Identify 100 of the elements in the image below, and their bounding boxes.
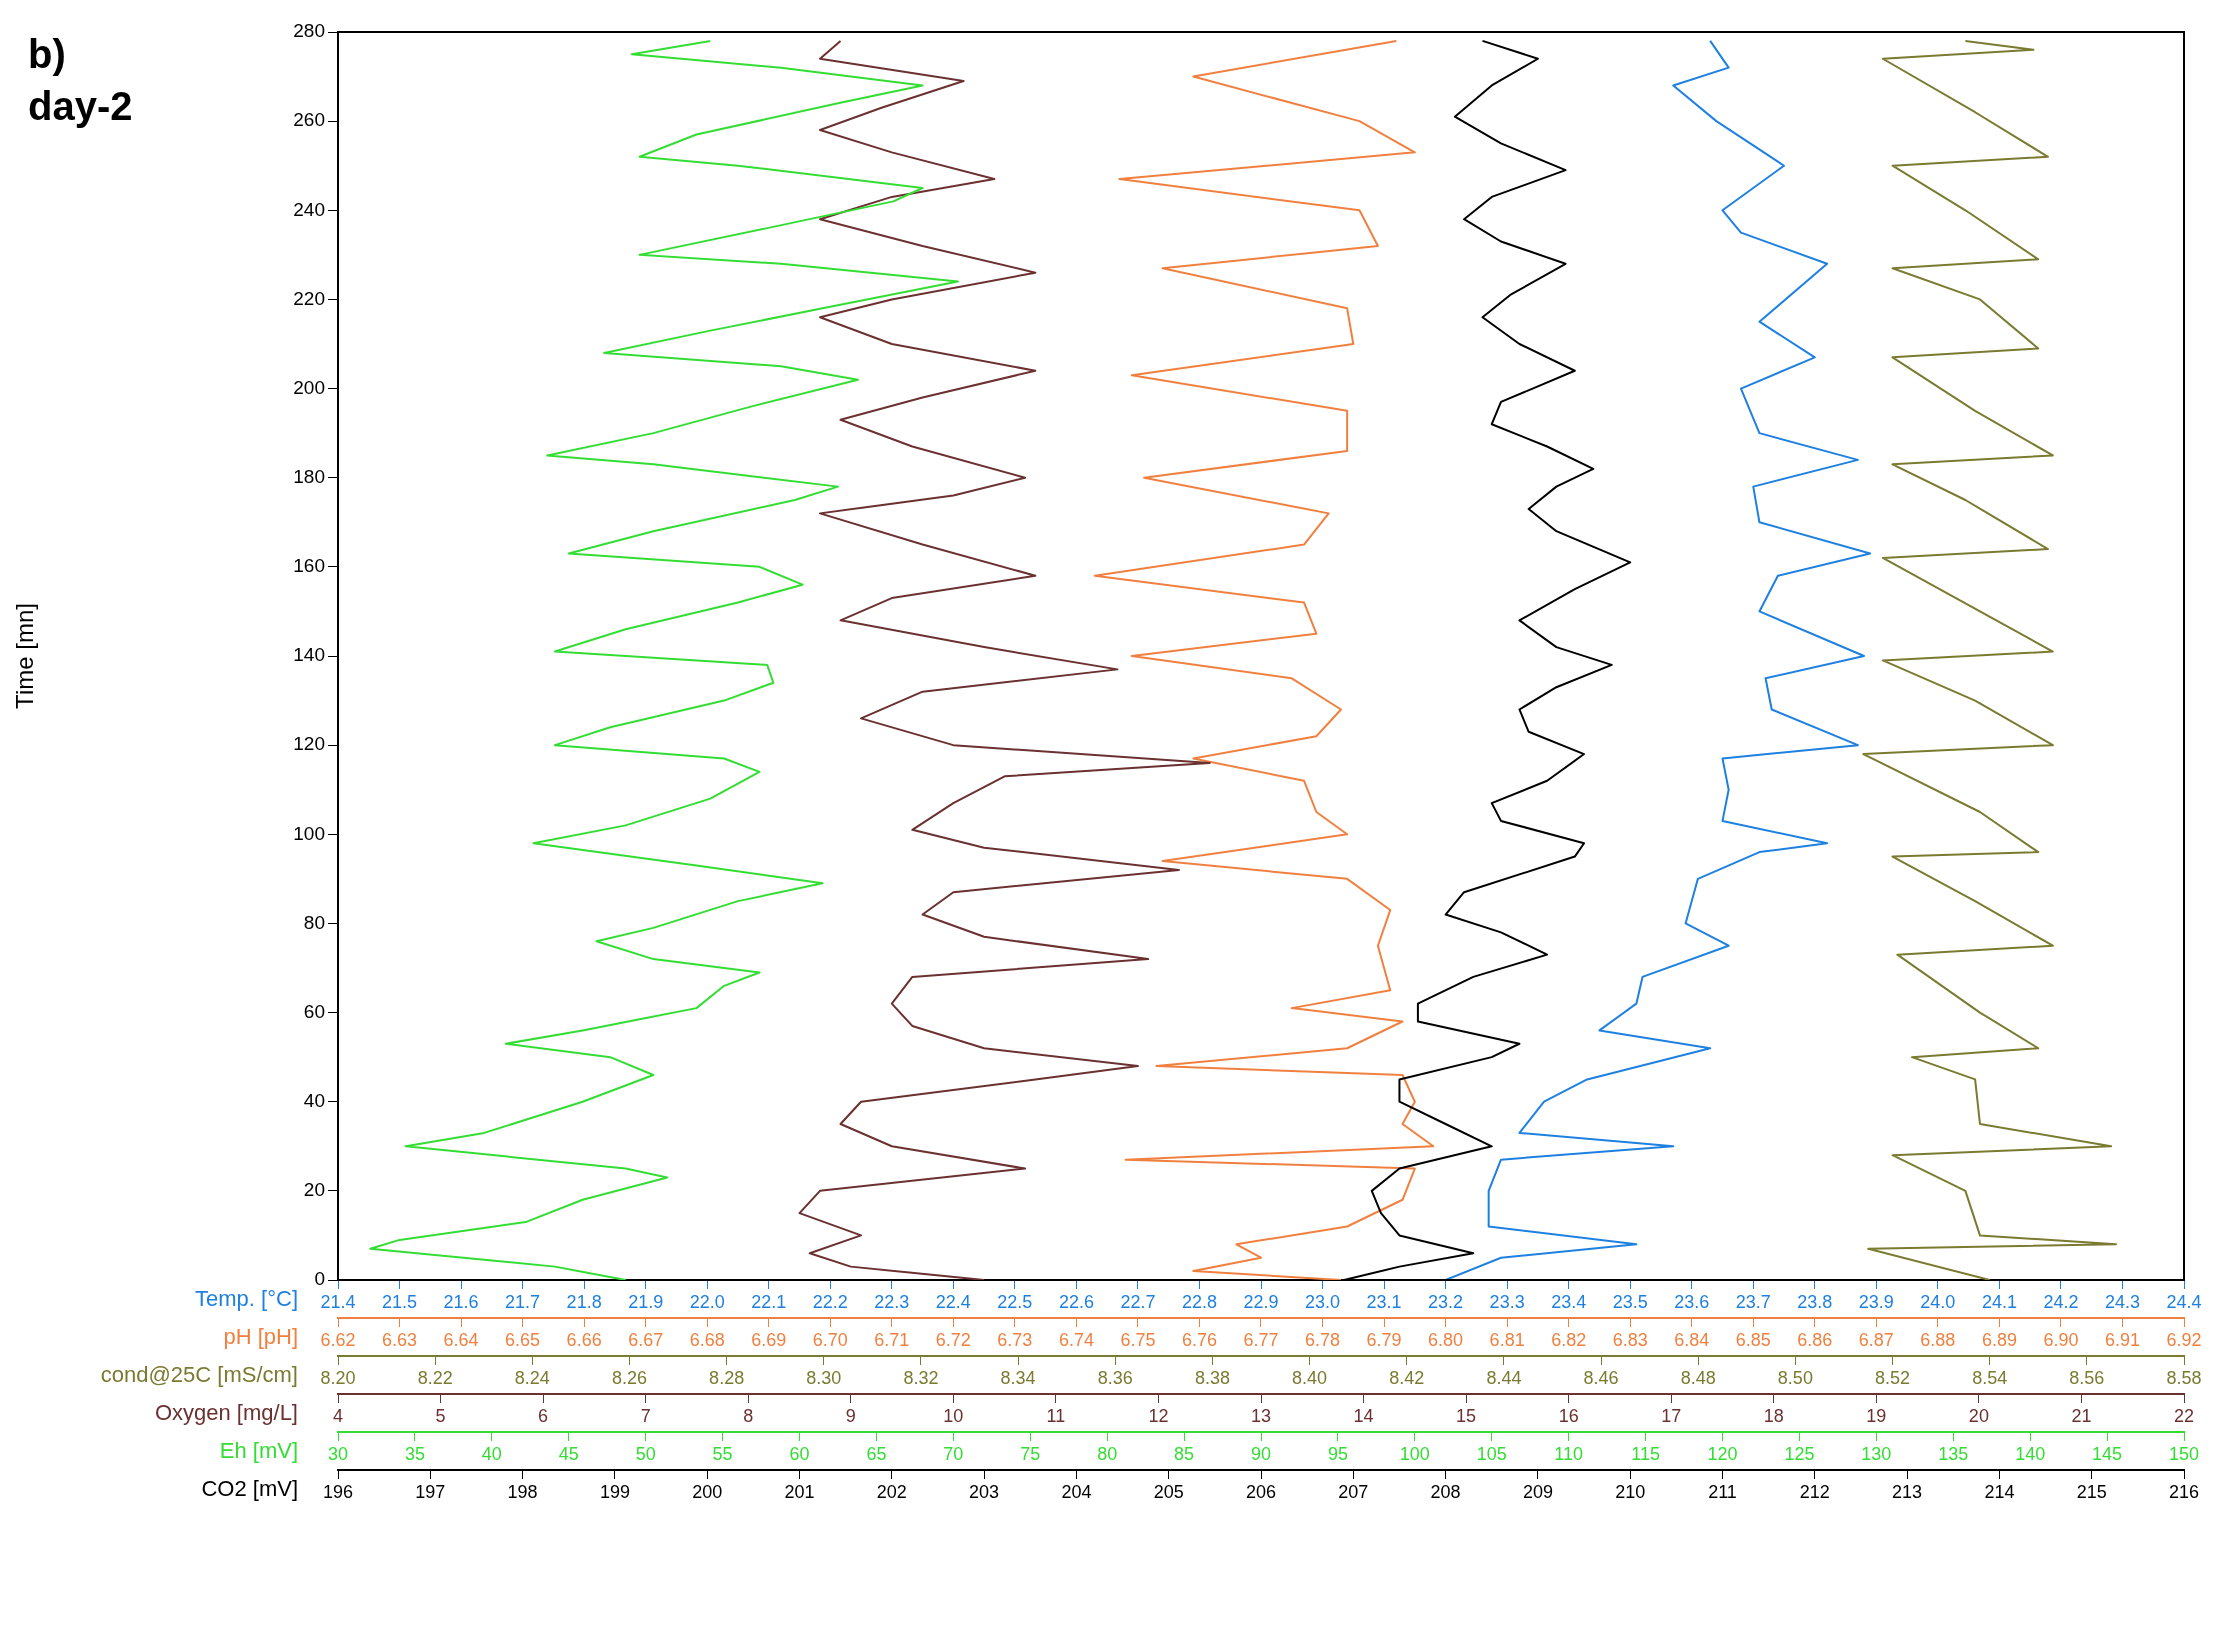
x-tick-label: 19: [1866, 1405, 1887, 1426]
x-tick-label: 8.54: [1972, 1367, 2008, 1388]
y-tick-label: 280: [293, 20, 325, 42]
x-tick-label: 8.32: [903, 1367, 939, 1388]
x-tick-label: 50: [635, 1443, 656, 1464]
x-tick-label: 135: [1938, 1443, 1969, 1464]
x-tick-label: 22.6: [1058, 1291, 1094, 1312]
y-tick-label: 160: [293, 555, 325, 577]
x-tick-label: 8.48: [1680, 1367, 1716, 1388]
x-tick-label: 6.65: [505, 1329, 541, 1350]
x-tick-label: 6.71: [874, 1329, 910, 1350]
x-tick-label: 22.8: [1181, 1291, 1217, 1312]
x-tick-label: 22.9: [1243, 1291, 1279, 1312]
x-tick-label: 214: [1984, 1481, 2015, 1502]
x-tick-label: 21.7: [505, 1291, 541, 1312]
x-tick-label: 17: [1661, 1405, 1682, 1426]
y-tick-label: 140: [293, 644, 325, 666]
x-tick-label: 6.72: [935, 1329, 971, 1350]
x-tick-label: 213: [1892, 1481, 1923, 1502]
x-tick-label: 23.7: [1735, 1291, 1771, 1312]
x-tick-label: 60: [789, 1443, 810, 1464]
x-tick-label: 6.63: [382, 1329, 418, 1350]
x-tick-label: 8.34: [1000, 1367, 1036, 1388]
x-tick-label: 55: [712, 1443, 733, 1464]
x-tick-label: 8.36: [1097, 1367, 1133, 1388]
x-tick-label: 21.8: [566, 1291, 602, 1312]
x-tick-label: 6.81: [1489, 1329, 1525, 1350]
y-tick-label: 20: [303, 1179, 325, 1201]
y-tick-label: 60: [303, 1000, 325, 1022]
y-tick-label: 260: [293, 109, 325, 131]
x-tick-label: 203: [969, 1481, 1000, 1502]
x-tick-label: 6.86: [1797, 1329, 1833, 1350]
x-tick-label: 197: [415, 1481, 446, 1502]
x-tick-label: 6.73: [997, 1329, 1033, 1350]
x-tick-label: 12: [1148, 1405, 1169, 1426]
x-tick-label: 23.3: [1489, 1291, 1525, 1312]
x-tick-label: 105: [1476, 1443, 1507, 1464]
x-tick-label: 6.69: [751, 1329, 787, 1350]
y-tick-label: 200: [293, 376, 325, 398]
x-axis-title: Oxygen [mg/L]: [154, 1400, 298, 1426]
x-tick-label: 23.6: [1674, 1291, 1710, 1312]
x-tick-label: 24.2: [2043, 1291, 2079, 1312]
x-axis-title: Temp. [°C]: [195, 1286, 298, 1312]
x-tick-label: 204: [1061, 1481, 1092, 1502]
x-tick-label: 208: [1430, 1481, 1461, 1502]
x-tick-label: 40: [481, 1443, 502, 1464]
x-tick-label: 21.5: [382, 1291, 418, 1312]
x-tick-label: 6.77: [1243, 1329, 1279, 1350]
x-tick-label: 6.91: [2104, 1329, 2140, 1350]
x-tick-label: 14: [1353, 1405, 1374, 1426]
x-tick-label: 8.40: [1292, 1367, 1328, 1388]
x-axis-title: Eh [mV]: [219, 1438, 298, 1464]
x-tick-label: 6: [538, 1405, 549, 1426]
x-tick-label: 6.79: [1366, 1329, 1402, 1350]
x-tick-label: 22.2: [812, 1291, 848, 1312]
x-tick-label: 6.83: [1612, 1329, 1648, 1350]
x-tick-label: 207: [1338, 1481, 1369, 1502]
x-tick-label: 6.84: [1674, 1329, 1710, 1350]
x-tick-label: 212: [1799, 1481, 1830, 1502]
x-tick-label: 95: [1327, 1443, 1348, 1464]
x-tick-label: 18: [1763, 1405, 1784, 1426]
x-tick-label: 6.87: [1858, 1329, 1894, 1350]
x-tick-label: 8.46: [1583, 1367, 1619, 1388]
x-tick-label: 22.4: [935, 1291, 971, 1312]
x-tick-label: 8: [743, 1405, 754, 1426]
x-tick-label: 65: [866, 1443, 887, 1464]
y-tick-label: 180: [293, 465, 325, 487]
x-tick-label: 199: [599, 1481, 630, 1502]
x-tick-label: 6.80: [1428, 1329, 1464, 1350]
x-tick-label: 23.1: [1366, 1291, 1402, 1312]
x-tick-label: 6.64: [443, 1329, 479, 1350]
x-tick-label: 6.82: [1551, 1329, 1587, 1350]
x-axis-title: pH [pH]: [223, 1324, 298, 1350]
x-tick-label: 200: [692, 1481, 723, 1502]
x-tick-label: 6.66: [566, 1329, 602, 1350]
x-tick-label: 8.20: [320, 1367, 356, 1388]
x-tick-label: 209: [1522, 1481, 1553, 1502]
x-tick-label: 30: [327, 1443, 349, 1464]
x-tick-label: 211: [1708, 1481, 1737, 1502]
x-tick-label: 6.75: [1120, 1329, 1156, 1350]
x-tick-label: 6.68: [689, 1329, 725, 1350]
x-tick-label: 8.24: [514, 1367, 550, 1388]
x-tick-label: 8.44: [1486, 1367, 1522, 1388]
y-tick-label: 0: [314, 1268, 325, 1290]
x-tick-label: 24.1: [1981, 1291, 2017, 1312]
y-tick-label: 40: [303, 1089, 325, 1111]
x-tick-label: 24.4: [2166, 1291, 2202, 1312]
y-axis-title: Time [mn]: [11, 603, 39, 709]
x-tick-label: 45: [558, 1443, 579, 1464]
y-tick-label: 80: [303, 911, 325, 933]
x-tick-label: 5: [435, 1405, 446, 1426]
x-tick-label: 9: [845, 1405, 856, 1426]
x-tick-label: 196: [322, 1481, 354, 1502]
x-tick-label: 6.62: [320, 1329, 356, 1350]
x-tick-label: 206: [1245, 1481, 1277, 1502]
x-tick-label: 130: [1861, 1443, 1892, 1464]
x-tick-label: 8.28: [709, 1367, 745, 1388]
x-tick-label: 6.76: [1181, 1329, 1217, 1350]
x-tick-label: 80: [1097, 1443, 1118, 1464]
x-tick-label: 8.50: [1777, 1367, 1813, 1388]
